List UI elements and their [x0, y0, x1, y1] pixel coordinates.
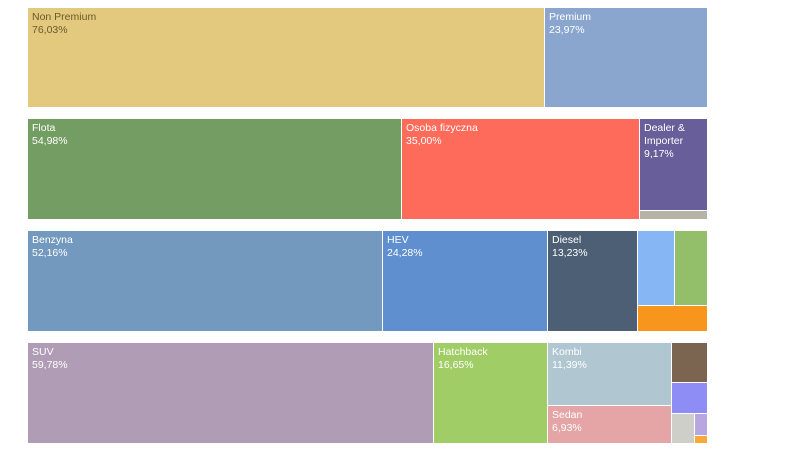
tile-name: Sedan	[552, 409, 583, 421]
row-fuel-tile-1[interactable]: HEV 24,28%	[383, 231, 548, 332]
tile-name: Premium	[549, 11, 592, 23]
row-body-tile-7[interactable]	[695, 414, 708, 436]
tile-name: Benzyna	[32, 234, 73, 246]
tile-value: 13,23%	[552, 247, 588, 259]
tile-label: Premium 23,97%	[549, 11, 591, 37]
tile-value: 6,93%	[552, 422, 582, 434]
tile-label: Diesel 13,23%	[552, 234, 588, 260]
row-body-tile-1[interactable]: Hatchback 16,65%	[434, 343, 548, 444]
tile-name: Hatchback	[438, 346, 488, 358]
tile-label: Flota 54,98%	[32, 122, 68, 148]
tile-value: 76,03%	[32, 24, 68, 36]
row-fuel-tile-5[interactable]	[638, 306, 708, 332]
tile-name: Non Premium	[32, 11, 97, 23]
tile-value: 54,98%	[32, 135, 68, 147]
tile-value: 11,39%	[552, 359, 587, 371]
tile-label: HEV 24,28%	[387, 234, 423, 260]
tile-label: Sedan 6,93%	[552, 409, 582, 435]
tile-value: 24,28%	[387, 247, 423, 259]
tile-label: SUV 59,78%	[32, 346, 68, 372]
tile-name: Flota	[32, 122, 56, 134]
row-body-tile-3[interactable]: Sedan 6,93%	[548, 406, 672, 444]
tile-value: 59,78%	[32, 359, 68, 371]
tile-value: 35,00%	[406, 135, 442, 147]
row-body-tile-8[interactable]	[695, 436, 708, 444]
row-fuel-tile-3[interactable]	[638, 231, 675, 306]
tile-label: Hatchback 16,65%	[438, 346, 488, 372]
row-client-tile-0[interactable]: Flota 54,98%	[28, 119, 402, 220]
tile-value: 23,97%	[549, 24, 585, 36]
tile-label: Osoba fizyczna 35,00%	[406, 122, 478, 148]
row-body-tile-6[interactable]	[672, 414, 695, 444]
tile-value: 16,65%	[438, 359, 474, 371]
row-fuel-tile-4[interactable]	[675, 231, 708, 306]
row-body-tile-2[interactable]: Kombi 11,39%	[548, 343, 672, 406]
tile-value: 9,17%	[644, 148, 674, 160]
tile-label: Benzyna 52,16%	[32, 234, 73, 260]
row-client-tile-2[interactable]: Dealer & Importer 9,17%	[640, 119, 708, 211]
row-body-tile-5[interactable]	[672, 383, 708, 414]
tile-name: Dealer & Importer	[644, 122, 685, 147]
tile-name: Kombi	[552, 346, 582, 358]
row-premium-tile-0[interactable]: Non Premium 76,03%	[28, 8, 545, 108]
row-body-tile-0[interactable]: SUV 59,78%	[28, 343, 434, 444]
tile-label: Non Premium 76,03%	[32, 11, 96, 37]
row-client-tile-1[interactable]: Osoba fizyczna 35,00%	[402, 119, 640, 220]
row-client-tile-3[interactable]	[640, 211, 708, 220]
row-fuel-tile-0[interactable]: Benzyna 52,16%	[28, 231, 383, 332]
tile-name: Diesel	[552, 234, 582, 246]
tile-name: SUV	[32, 346, 54, 358]
row-fuel-tile-2[interactable]: Diesel 13,23%	[548, 231, 638, 332]
tile-label: Kombi 11,39%	[552, 346, 587, 372]
tile-label: Dealer & Importer 9,17%	[644, 122, 685, 161]
row-premium-tile-1[interactable]: Premium 23,97%	[545, 8, 708, 108]
tile-name: HEV	[387, 234, 409, 246]
tile-name: Osoba fizyczna	[406, 122, 478, 134]
row-body-tile-4[interactable]	[672, 343, 708, 383]
tile-value: 52,16%	[32, 247, 68, 259]
